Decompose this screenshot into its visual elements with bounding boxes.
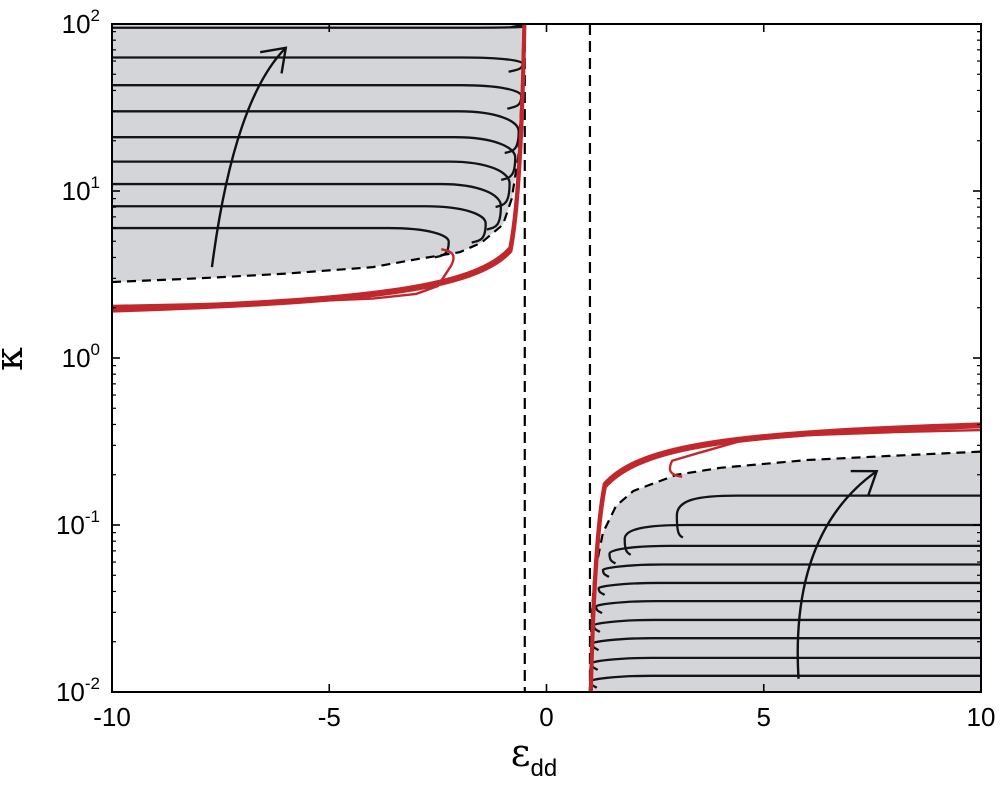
y-tick-label-1: 10-1 bbox=[56, 507, 100, 540]
black-curve-lower-2 bbox=[623, 523, 981, 556]
x-axis-ticks: -10 -5 0 5 10 bbox=[93, 24, 995, 732]
x-tick-label-3: 5 bbox=[757, 702, 771, 732]
x-axis-label: εdd bbox=[511, 731, 557, 782]
shade-upper-left bbox=[112, 24, 524, 283]
red-curve-lower-4 bbox=[590, 426, 981, 692]
y-tick-label-3: 101 bbox=[62, 173, 100, 206]
shade-lower-right bbox=[589, 451, 981, 692]
red-curve-upper-4 bbox=[112, 24, 527, 313]
red-curves bbox=[112, 24, 981, 692]
y-tick-exponent-0: -2 bbox=[85, 674, 100, 693]
black-curve-upper-4 bbox=[112, 160, 511, 209]
arrow-upper-left-head bbox=[259, 46, 288, 74]
y-tick-exponent-3: 1 bbox=[91, 173, 100, 192]
dashed-boundary-lower-right bbox=[588, 450, 981, 692]
arrow-lower-right-head bbox=[850, 469, 879, 497]
x-tick-label-4: 10 bbox=[967, 702, 996, 732]
black-curve-lower-1 bbox=[675, 494, 981, 539]
y-tick-exponent-1: -1 bbox=[85, 507, 100, 526]
y-axis-label: κ bbox=[0, 347, 31, 371]
shaded-regions bbox=[112, 24, 981, 692]
black-curve-upper-2 bbox=[112, 205, 487, 244]
y-tick-label-4: 102 bbox=[62, 6, 100, 39]
black-curve-upper-5 bbox=[112, 136, 517, 181]
y-tick-label-2: 100 bbox=[62, 340, 100, 373]
y-tick-exponent-2: 0 bbox=[91, 340, 100, 359]
black-curve-lower-4 bbox=[601, 563, 981, 578]
x-axis-subscript: dd bbox=[530, 755, 557, 782]
black-curve-lower-5 bbox=[597, 581, 981, 596]
black-curve-lower-6 bbox=[594, 599, 981, 615]
x-tick-label-0: -10 bbox=[93, 702, 131, 732]
arrow-lower-right bbox=[796, 470, 878, 679]
arrow-upper-left bbox=[210, 46, 287, 268]
black-curve-lower-3 bbox=[608, 544, 981, 565]
y-tick-exponent-4: 2 bbox=[91, 6, 100, 25]
x-tick-label-2: 0 bbox=[539, 702, 553, 732]
y-axis-ticks: 1 0 -2 10-1 100 101 102 bbox=[56, 6, 981, 707]
trend-arrows bbox=[210, 46, 879, 679]
x-tick-label-1: -5 bbox=[318, 702, 341, 732]
x-axis-symbol: ε bbox=[511, 731, 531, 775]
